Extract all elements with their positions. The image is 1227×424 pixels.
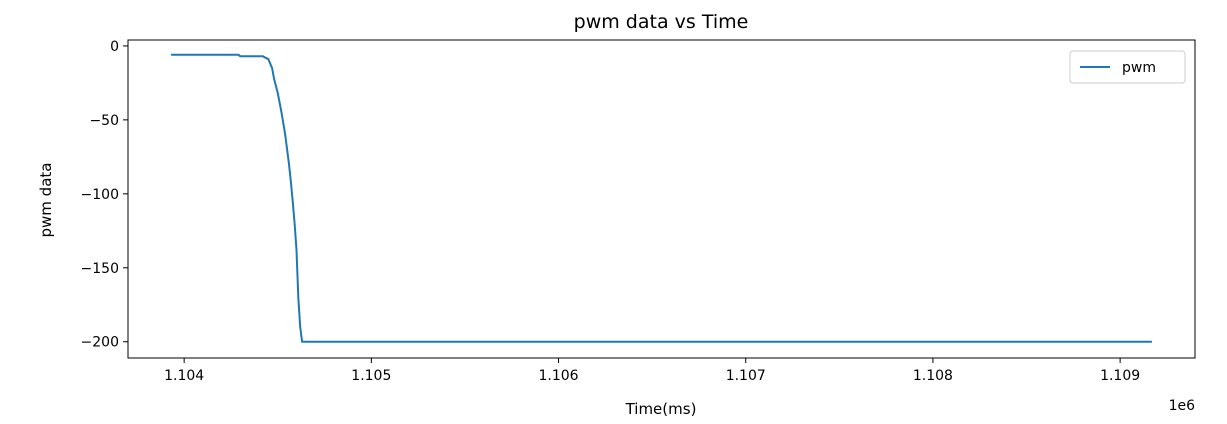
y-tick-label: 0 [110,39,119,55]
x-tick-label: 1.104 [164,368,204,384]
y-axis: 0 −50 −100 −150 −200 [81,39,128,351]
legend: pwm [1069,50,1186,84]
x-tick-label: 1.109 [1100,368,1140,384]
x-axis-label: Time(ms) [625,400,697,418]
x-axis: 1.104 1.105 1.106 1.107 1.108 1.109 [164,358,1140,384]
legend-box [1069,50,1186,84]
x-tick-label: 1.107 [726,368,766,384]
y-tick-label: −100 [81,187,119,203]
series-line-pwm [171,53,1152,343]
chart-title: pwm data vs Time [574,11,749,33]
axes-frame [127,39,1196,359]
y-tick-label: −150 [81,261,119,277]
x-tick-label: 1.105 [351,368,391,384]
y-axis-label: pwm data [37,163,55,238]
plot-area [127,39,1196,359]
legend-label: pwm [1122,60,1156,76]
x-tick-label: 1.108 [913,368,953,384]
x-tick-label: 1.106 [538,368,578,384]
y-tick-label: −200 [81,335,119,351]
x-axis-offset-label: 1e6 [1169,398,1196,414]
y-tick-label: −50 [89,113,119,129]
